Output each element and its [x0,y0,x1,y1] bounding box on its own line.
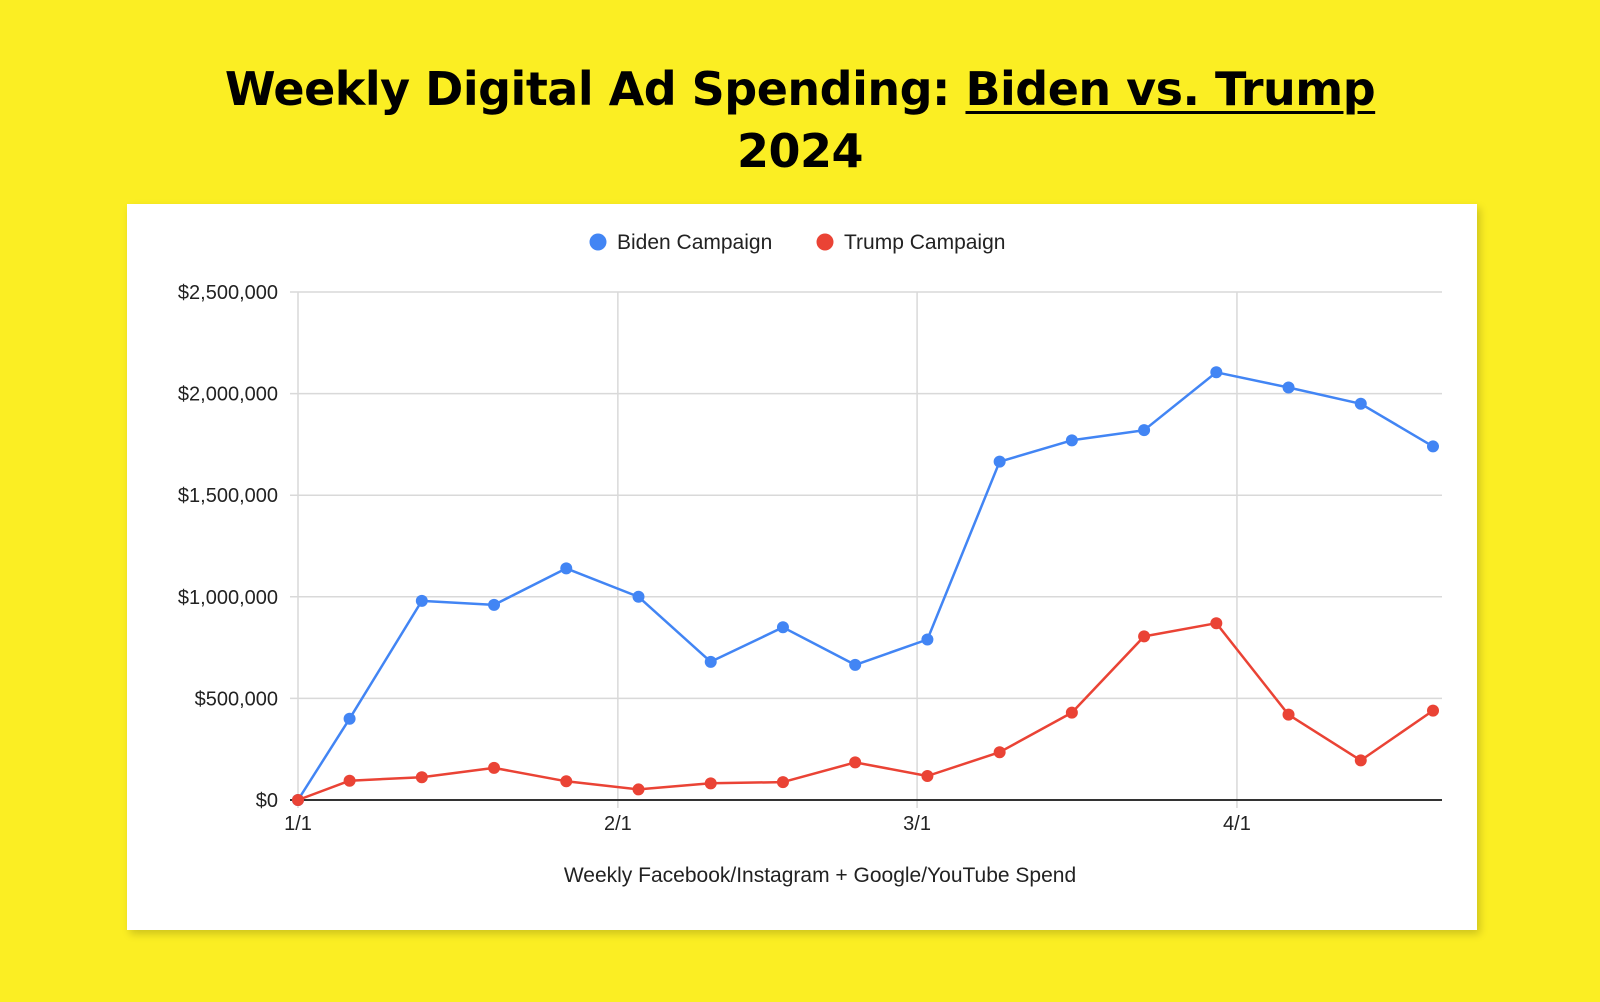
legend-marker-trump [816,233,834,251]
trump-data-point [488,761,501,774]
title-underlined: Biden vs. Trump [965,62,1376,116]
biden-data-point [1210,366,1223,379]
biden-data-point [704,655,717,668]
trump-data-point [632,783,645,796]
biden-data-point [632,590,645,603]
title-line-1: Weekly Digital Ad Spending: Biden vs. Tr… [0,58,1600,120]
trump-data-point [1138,630,1151,643]
x-tick-label: 3/1 [903,813,931,835]
x-tick-label: 4/1 [1223,813,1251,835]
y-tick-label: $2,500,000 [178,282,278,304]
title-main: Weekly Digital Ad Spending: [224,62,966,116]
trump-data-point [1282,708,1295,721]
x-tick-label: 1/1 [284,813,312,835]
y-tick-label: $2,000,000 [178,384,278,406]
x-axis-title: Weekly Facebook/Instagram + Google/YouTu… [564,864,1076,887]
biden-data-point [1427,440,1439,453]
trump-data-point [1065,706,1078,719]
series-line-biden [296,371,1434,801]
y-tick-label: $1,000,000 [178,587,278,609]
legend-marker-biden [589,233,607,251]
biden-data-point [488,598,501,611]
biden-data-point [1065,434,1078,447]
trump-data-point [1354,754,1367,767]
trump-data-point [993,746,1006,759]
biden-data-point [993,455,1006,468]
biden-data-point [1138,424,1151,437]
legend-label-biden: Biden Campaign [617,231,772,254]
trump-data-point [292,794,304,806]
biden-data-point [1282,381,1295,394]
trump-data-point [921,770,934,783]
trump-data-point [1427,704,1439,717]
trump-data-point [415,771,428,784]
chart-card: $0 $500,000 $1,000,000 $1,500,000 $2,000,000… [127,204,1477,930]
line-chart: $0 $500,000 $1,000,000 $1,500,000 $2,000,000… [178,231,1442,887]
series-line-trump [297,621,1434,802]
trump-data-point [560,775,573,788]
trump-data-point [1210,617,1223,630]
legend-label-trump: Trump Campaign [844,231,1005,254]
trump-data-point [343,774,356,787]
trump-data-point [849,756,862,769]
y-tick-label: $500,000 [195,688,278,710]
y-tick-label: $0 [256,790,278,812]
page-title: Weekly Digital Ad Spending: Biden vs. Tr… [0,58,1600,182]
biden-data-point [921,633,934,646]
biden-data-point [415,594,428,607]
trump-data-point [704,777,717,790]
biden-data-point [776,621,789,634]
trump-data-point [776,776,789,789]
biden-data-point [560,562,573,575]
x-tick-label: 2/1 [604,813,632,835]
biden-data-point [849,658,862,671]
biden-data-point [1354,397,1367,410]
title-line-2: 2024 [736,124,864,178]
biden-data-point [343,712,356,725]
y-tick-label: $1,500,000 [178,485,278,507]
